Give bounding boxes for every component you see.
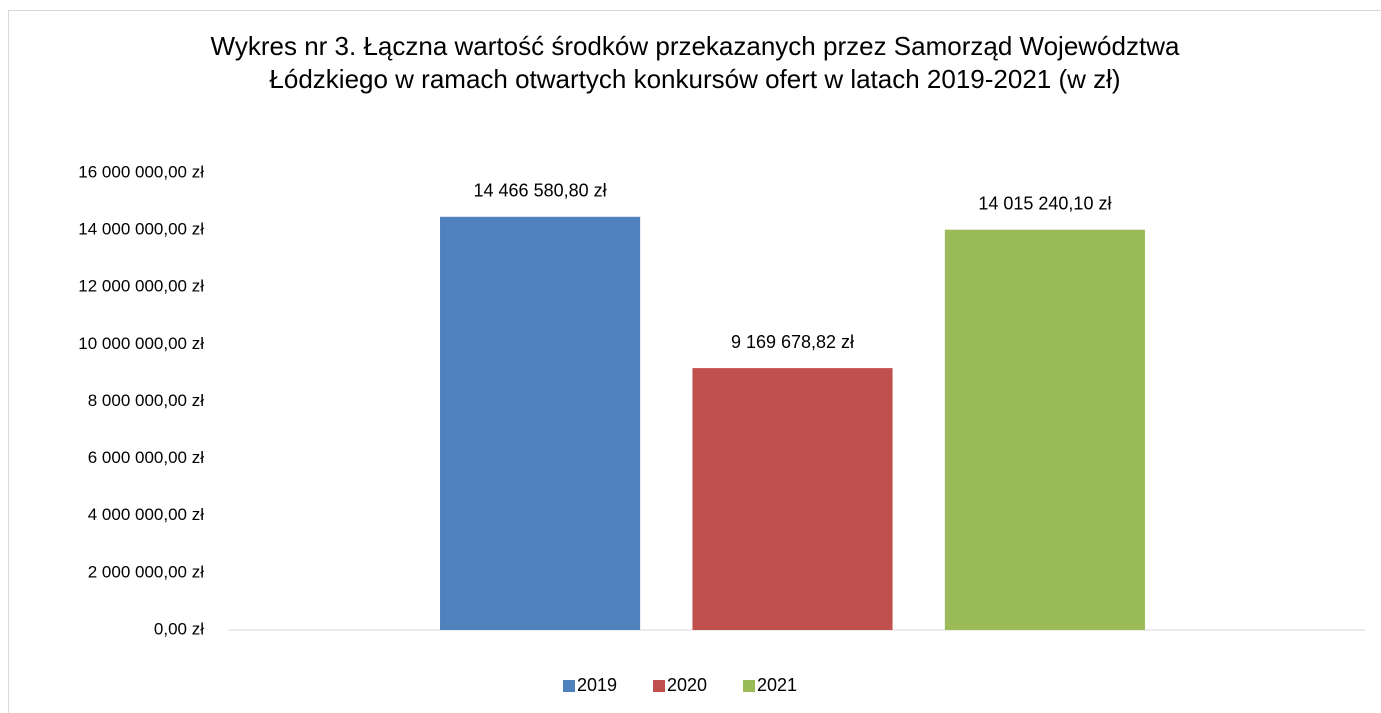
legend-swatch bbox=[653, 680, 665, 692]
bar bbox=[440, 216, 641, 630]
y-tick-label: 16 000 000,00 zł bbox=[78, 162, 204, 181]
bar bbox=[692, 368, 893, 630]
y-tick-label: 14 000 000,00 zł bbox=[78, 220, 204, 239]
chart-border bbox=[8, 10, 1381, 713]
y-tick-label: 12 000 000,00 zł bbox=[78, 277, 204, 296]
data-label: 14 015 240,10 zł bbox=[978, 193, 1111, 213]
bar bbox=[944, 229, 1145, 630]
legend-label: 2019 bbox=[577, 675, 617, 695]
legend-label: 2020 bbox=[667, 675, 707, 695]
legend-label: 2021 bbox=[757, 675, 797, 695]
y-tick-label: 4 000 000,00 zł bbox=[88, 505, 204, 524]
y-tick-label: 10 000 000,00 zł bbox=[78, 334, 204, 353]
data-label: 14 466 580,80 zł bbox=[474, 181, 607, 201]
legend-swatch bbox=[743, 680, 755, 692]
y-tick-label: 8 000 000,00 zł bbox=[88, 391, 204, 410]
data-label: 9 169 678,82 zł bbox=[731, 332, 854, 352]
y-tick-label: 6 000 000,00 zł bbox=[88, 448, 204, 467]
y-tick-label: 0,00 zł bbox=[154, 619, 204, 638]
legend-swatch bbox=[563, 680, 575, 692]
y-tick-label: 2 000 000,00 zł bbox=[88, 562, 204, 581]
chart-title: Wykres nr 3. Łączna wartość środków prze… bbox=[210, 31, 1180, 94]
